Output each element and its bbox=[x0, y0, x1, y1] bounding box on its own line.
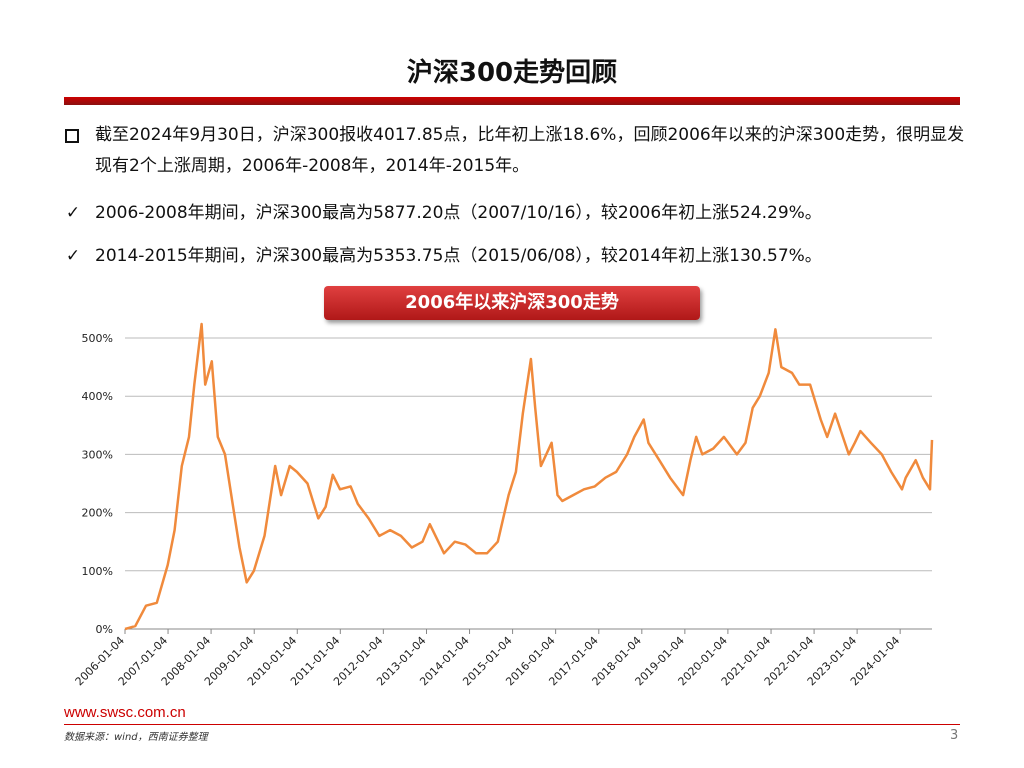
title-rule bbox=[64, 97, 960, 105]
y-tick-label: 100% bbox=[82, 565, 113, 578]
footer-rule bbox=[64, 724, 960, 725]
bullet-text: 截至2024年9月30日，沪深300报收4017.85点，比年初上涨18.6%，… bbox=[95, 125, 965, 176]
y-tick-label: 300% bbox=[82, 448, 113, 461]
website: www.swsc.com.cn bbox=[64, 704, 186, 721]
slide-title: 沪深300走势回顾 bbox=[406, 58, 618, 88]
bullet-text: 2014-2015年期间，沪深300最高为5353.75点（2015/06/08… bbox=[95, 246, 822, 266]
chart-title: 2006年以来沪深300走势 bbox=[324, 286, 700, 320]
bullet: 截至2024年9月30日，沪深300报收4017.85点，比年初上涨18.6%，… bbox=[65, 120, 965, 182]
bullet: ✓ 2006-2008年期间，沪深300最高为5877.20点（2007/10/1… bbox=[66, 198, 965, 229]
y-tick-label: 200% bbox=[82, 507, 113, 520]
source: 数据来源：wind，西南证券整理 bbox=[64, 732, 208, 743]
bullet-marker: ✓ bbox=[65, 203, 81, 223]
bullet-text: 2006-2008年期间，沪深300最高为5877.20点（2007/10/16… bbox=[95, 203, 822, 223]
bullet: ✓ 2014-2015年期间，沪深300最高为5353.75点（2015/06/0… bbox=[66, 241, 965, 272]
y-tick-label: 0% bbox=[96, 623, 113, 636]
y-tick-label: 500% bbox=[82, 332, 113, 345]
page-number: 3 bbox=[950, 728, 959, 743]
line-series bbox=[124, 322, 934, 631]
square-bullet bbox=[65, 129, 79, 143]
bullet-marker: ✓ bbox=[65, 246, 81, 266]
y-tick-label: 400% bbox=[82, 390, 113, 403]
